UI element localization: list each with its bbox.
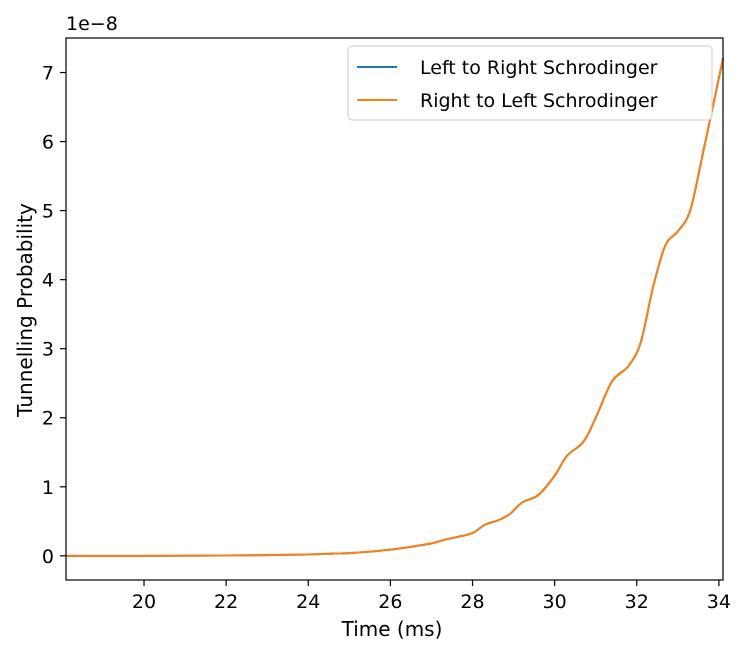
y-tick-label: 2 [42,408,54,430]
x-tick-label: 24 [296,591,320,613]
series-line-left-to-right [65,57,724,557]
series-layer [65,57,724,557]
y-tick-label: 3 [42,339,54,361]
legend-label: Right to Left Schrodinger [420,90,658,112]
y-tick-label: 0 [42,546,54,568]
y-scale-label: 1e−8 [66,13,118,35]
y-axis-label: Tunnelling Probability [13,203,37,418]
x-tick-label: 34 [707,591,731,613]
x-axis-label: Time (ms) [341,617,443,641]
legend-box [347,45,713,121]
y-tick-label: 7 [42,63,54,85]
x-tick-label: 30 [543,591,567,613]
y-tick-label: 5 [42,201,54,223]
y-tick-label: 4 [42,270,54,292]
x-tick-label: 32 [625,591,649,613]
x-tick-label: 28 [460,591,484,613]
y-tick-label: 6 [42,132,54,154]
legend: Left to Right Schrodinger Right to Left S… [347,45,713,121]
y-tick-label: 1 [42,477,54,499]
x-tick-label: 26 [378,591,402,613]
axes-frame [65,37,724,581]
series-line-right-to-left [65,57,724,557]
x-tick-label: 22 [214,591,238,613]
x-tick-label: 20 [132,591,156,613]
legend-label: Left to Right Schrodinger [420,57,658,79]
